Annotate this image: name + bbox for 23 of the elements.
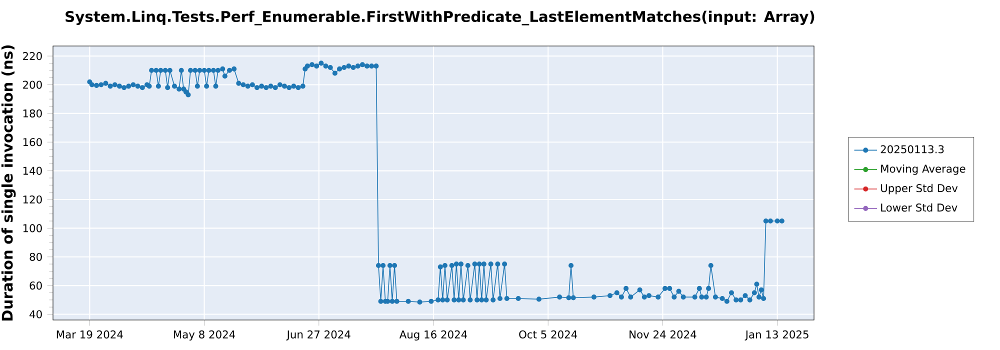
x-tick-label: Nov 24 2024 <box>630 330 696 338</box>
y-tick-label: 140 <box>23 166 42 175</box>
x-tick-label: Jun 27 2024 <box>286 330 350 340</box>
y-tick-label: 120 <box>23 195 42 204</box>
y-tick-label: 160 <box>23 138 42 146</box>
chart-title: System.Linq.Tests.Perf_Enumerable.FirstWithPredicate_LastElementMatches(input: Array) <box>66 10 814 26</box>
y-axis-title: Duration of single invocation (ns) <box>1 45 16 321</box>
y-tick-label: 80 <box>30 252 42 261</box>
legend-label: 20250113.3 <box>880 145 944 154</box>
x-tick-label: Aug 16 2024 <box>399 330 468 341</box>
legend-label: Lower Std Dev <box>881 203 958 212</box>
x-tick-label: Mar 19 2024 <box>56 330 123 338</box>
x-tick-label: Oct 5 2024 <box>519 330 578 338</box>
x-tick-label: Jan 13 2025 <box>744 330 808 340</box>
legend-label: Upper Std Dev <box>881 184 958 194</box>
legend-label: Moving Average <box>881 164 966 175</box>
y-tick-label: 60 <box>30 282 42 290</box>
x-tick-label: May 8 2024 <box>174 330 236 341</box>
y-tick-label: 40 <box>30 310 42 318</box>
y-tick-label: 100 <box>23 224 42 232</box>
y-tick-label: 220 <box>23 52 42 60</box>
y-tick-label: 200 <box>23 80 42 89</box>
y-tick-label: 180 <box>23 109 42 118</box>
